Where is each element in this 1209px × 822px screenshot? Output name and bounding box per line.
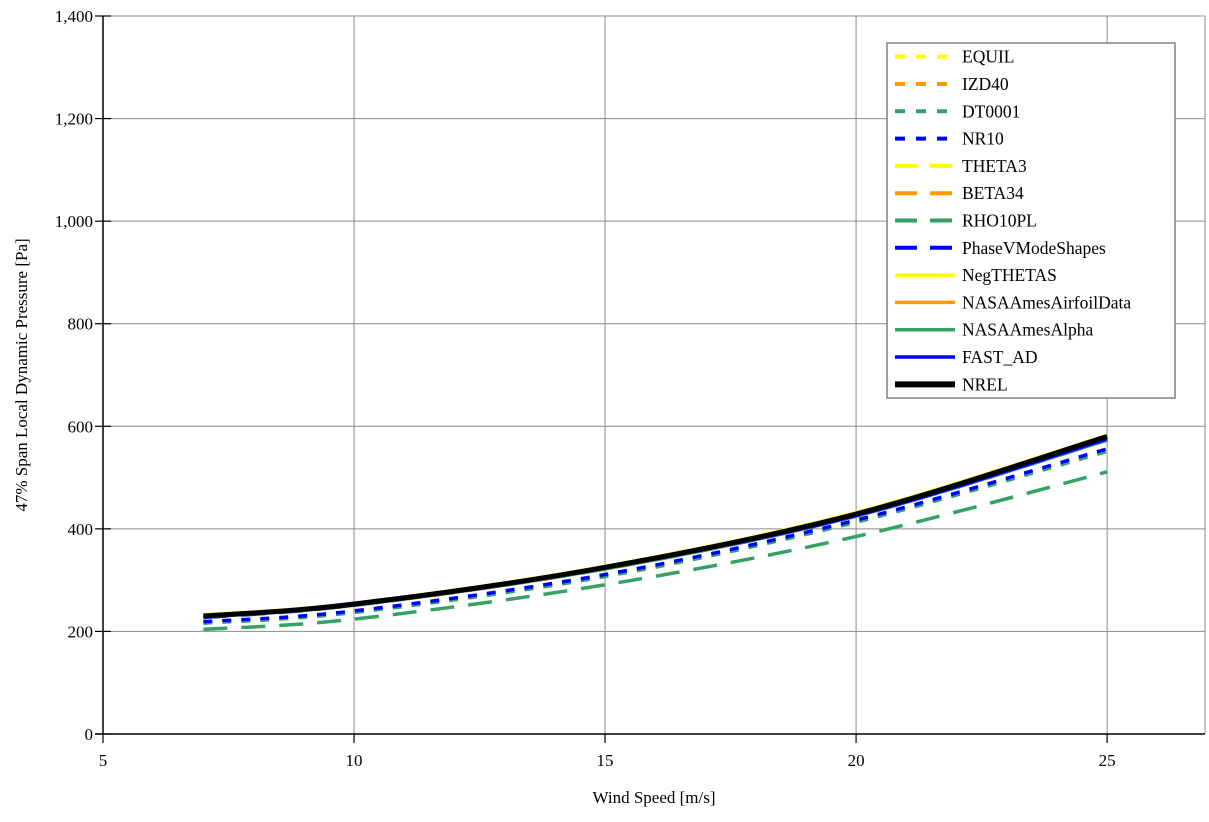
legend-item-IZD40: IZD40 — [895, 74, 1009, 94]
legend-label: NREL — [962, 374, 1008, 394]
legend-label: NR10 — [962, 129, 1004, 149]
series-line-THETA3 — [203, 437, 1108, 619]
legend-label: BETA34 — [962, 183, 1024, 203]
legend-item-NR10: NR10 — [895, 129, 1004, 149]
legend-label: PhaseVModeShapes — [962, 238, 1106, 258]
series-line-EQUIL — [203, 437, 1108, 619]
x-tick-label: 15 — [597, 751, 614, 770]
legend-label: NASAAmesAlpha — [962, 320, 1093, 340]
series-line-FAST_AD — [203, 438, 1108, 619]
series-line-NREL — [203, 434, 1108, 619]
series-line-NASAAmesAirfoilData — [203, 436, 1108, 618]
legend-item-NASAAmesAlpha: NASAAmesAlpha — [895, 320, 1093, 340]
legend-item-NREL: NREL — [895, 374, 1008, 394]
legend-item-EQUIL: EQUIL — [895, 47, 1014, 67]
y-tick-label: 0 — [85, 725, 94, 744]
legend-item-RHO10PL: RHO10PL — [895, 211, 1037, 231]
series-line-IZD40 — [203, 437, 1108, 619]
series-line-NR10 — [203, 447, 1108, 624]
y-axis-title: 47% Span Local Dynamic Pressure [Pa] — [12, 238, 31, 511]
legend-label: THETA3 — [962, 156, 1027, 176]
legend-item-THETA3: THETA3 — [895, 156, 1027, 176]
x-axis-title: Wind Speed [m/s] — [592, 788, 715, 807]
legend-label: IZD40 — [962, 74, 1009, 94]
y-tick-label: 1,200 — [55, 110, 93, 129]
legend-label: NegTHETAS — [962, 265, 1057, 285]
y-tick-label: 600 — [68, 417, 94, 436]
series-line-BETA34 — [203, 437, 1108, 619]
x-tick-label: 20 — [848, 751, 865, 770]
legend-label: FAST_AD — [962, 347, 1038, 367]
legend-item-BETA34: BETA34 — [895, 183, 1024, 203]
x-tick-label: 10 — [346, 751, 363, 770]
legend-label: NASAAmesAirfoilData — [962, 292, 1131, 312]
legend-item-PhaseVModeShapes: PhaseVModeShapes — [895, 238, 1106, 258]
x-tick-label: 5 — [99, 751, 108, 770]
legend-item-DT0001: DT0001 — [895, 101, 1020, 121]
legend-item-FAST_AD: FAST_AD — [895, 347, 1038, 367]
series-line-NegTHETAS — [203, 433, 1108, 616]
y-tick-label: 1,400 — [55, 7, 93, 26]
y-tick-label: 1,000 — [55, 212, 93, 231]
y-tick-label: 400 — [68, 520, 94, 539]
y-tick-label: 200 — [68, 622, 94, 641]
series-line-RHO10PL — [203, 470, 1108, 632]
legend-label: DT0001 — [962, 101, 1020, 121]
legend-item-NASAAmesAirfoilData: NASAAmesAirfoilData — [895, 292, 1131, 312]
legend-label: RHO10PL — [962, 211, 1037, 231]
x-tick-label: 25 — [1099, 751, 1116, 770]
legend-label: EQUIL — [962, 47, 1014, 67]
y-tick-label: 800 — [68, 315, 94, 334]
legend-item-NegTHETAS: NegTHETAS — [895, 265, 1057, 285]
